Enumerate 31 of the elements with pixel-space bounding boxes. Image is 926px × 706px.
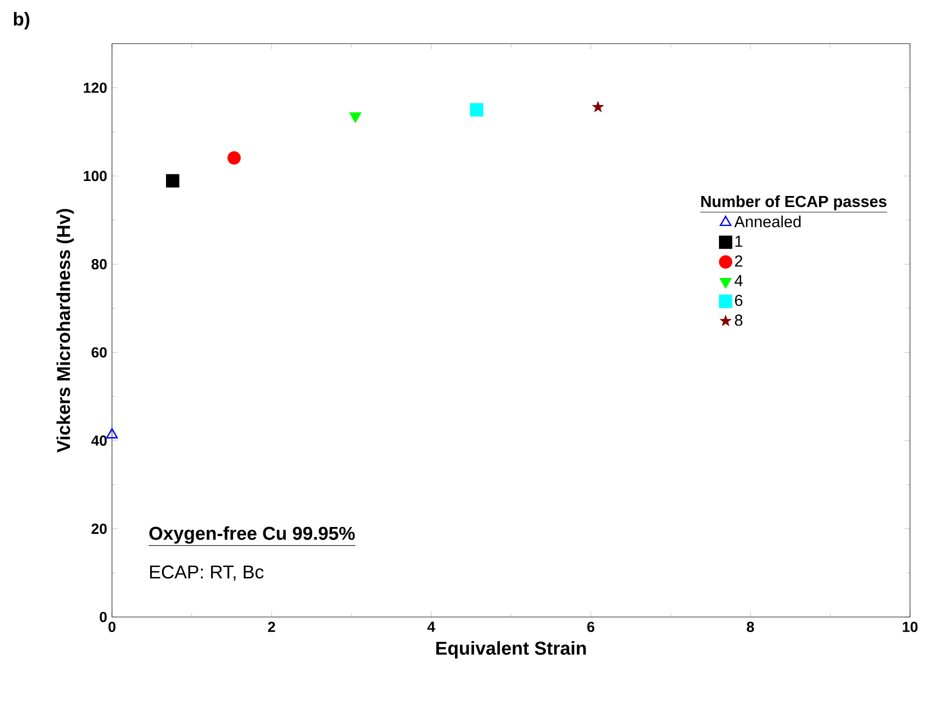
x-tick-label: 4	[427, 622, 436, 632]
legend-label: Annealed	[734, 216, 801, 228]
point	[350, 112, 362, 123]
y-tick-label: 40	[91, 435, 107, 446]
y-tick-label: 100	[84, 170, 107, 182]
y-axis-title: Vickers Microhardness (Hv)	[56, 208, 74, 453]
y-tick-label: 80	[92, 259, 107, 270]
point	[166, 174, 180, 188]
y-tick-label: 60	[92, 347, 107, 358]
y-tick-label: 120	[84, 82, 107, 93]
x-tick-label: 8	[746, 622, 754, 632]
legend-label: 1	[735, 236, 742, 247]
point	[592, 100, 604, 112]
legend-title: Number of ECAP passes	[701, 195, 886, 210]
annotation: ECAP: RT, Bc	[150, 565, 264, 581]
x-tick-label: 10	[902, 622, 918, 632]
y-tick-label: 0	[100, 612, 107, 622]
legend-label: 2	[735, 255, 742, 267]
legend-label: 8	[734, 314, 742, 326]
x-tick-label: 2	[268, 622, 276, 632]
legend-label: 4	[734, 275, 743, 286]
annotation: Oxygen-free Cu 99.95%	[149, 526, 355, 544]
y-tick-label: 20	[92, 524, 107, 534]
legend-label: 6	[735, 294, 742, 306]
point	[470, 103, 484, 116]
x-axis-title: Equivalent Strain	[436, 641, 586, 658]
x-tick-label: 6	[587, 622, 594, 632]
point	[227, 151, 241, 165]
x-tick-label: 0	[108, 622, 116, 632]
text: b)	[14, 12, 30, 30]
point	[106, 428, 118, 439]
